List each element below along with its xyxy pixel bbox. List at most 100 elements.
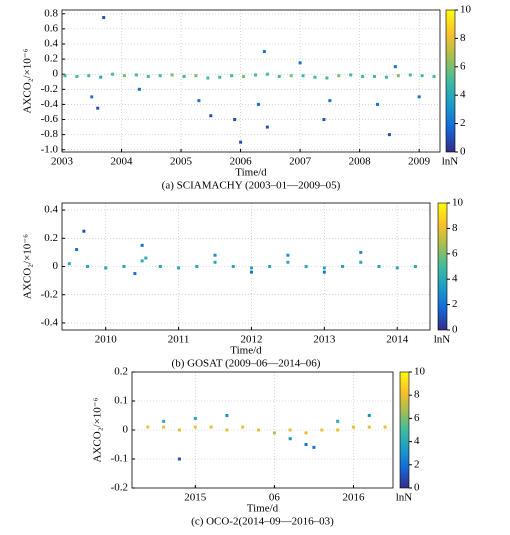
point xyxy=(420,74,424,78)
point xyxy=(158,74,162,78)
point xyxy=(395,266,399,270)
point xyxy=(133,272,137,276)
point xyxy=(301,74,305,78)
x-tick-label: 2012 xyxy=(240,334,262,346)
y-tick-label: 0 xyxy=(53,260,59,272)
point xyxy=(87,74,91,78)
x-tick-label: 2007 xyxy=(289,156,312,168)
colorbar-tick-label: 8 xyxy=(414,389,420,401)
x-tick-label: 2015 xyxy=(184,492,207,504)
point xyxy=(177,457,181,461)
point xyxy=(177,266,181,270)
point xyxy=(193,425,197,429)
point xyxy=(336,419,340,423)
point xyxy=(239,140,243,144)
x-tick-label: 2005 xyxy=(170,156,193,168)
point xyxy=(75,248,79,252)
y-tick-label: 0.2 xyxy=(44,232,58,244)
point xyxy=(322,270,326,274)
point xyxy=(249,270,253,274)
point xyxy=(286,253,290,257)
point xyxy=(337,74,341,78)
point xyxy=(265,125,269,129)
point xyxy=(96,106,100,110)
y-tick-label: -0.6 xyxy=(41,113,59,125)
point xyxy=(177,428,181,432)
colorbar-tick-label: 0 xyxy=(460,146,466,158)
x-axis-label: Time/d xyxy=(247,503,279,515)
y-tick-label: -0.1 xyxy=(111,453,128,465)
y-tick-label: 0 xyxy=(53,68,59,80)
point xyxy=(195,265,199,268)
plot-frame xyxy=(61,9,441,153)
point xyxy=(197,99,201,103)
point xyxy=(262,50,266,54)
point xyxy=(63,74,67,78)
colorbar-tick-label: 8 xyxy=(460,32,466,44)
colorbar xyxy=(445,9,456,153)
point xyxy=(336,428,340,432)
point xyxy=(408,73,412,77)
x-tick-label: 06 xyxy=(269,492,281,504)
colorbar xyxy=(437,202,448,331)
point xyxy=(146,74,150,78)
point xyxy=(75,74,79,78)
point xyxy=(193,416,197,420)
point xyxy=(162,425,166,429)
point xyxy=(99,75,103,79)
plot-area xyxy=(132,372,393,488)
point xyxy=(225,428,229,432)
caption: (a) SCIAMACHY (2003–01—2009–05) xyxy=(162,180,341,192)
point xyxy=(320,428,324,432)
point xyxy=(413,265,417,268)
point xyxy=(328,99,332,103)
point xyxy=(387,133,391,137)
point xyxy=(242,74,246,78)
point xyxy=(256,102,260,106)
point xyxy=(377,265,381,268)
point xyxy=(140,259,144,263)
point xyxy=(373,74,377,78)
colorbar-tick-label: 4 xyxy=(414,435,420,447)
colorbar-label: lnN xyxy=(434,334,451,346)
x-tick-label: 2009 xyxy=(408,156,431,168)
caption: (b) GOSAT (2009–06—2014–06) xyxy=(172,358,321,370)
y-tick-label: -1.0 xyxy=(41,143,59,155)
point xyxy=(213,260,217,264)
x-tick-label: 2010 xyxy=(95,334,118,346)
point xyxy=(349,73,353,77)
point xyxy=(194,74,198,78)
point xyxy=(288,437,292,441)
point xyxy=(123,74,127,78)
point xyxy=(158,265,162,268)
colorbar-tick-label: 2 xyxy=(460,117,466,129)
point xyxy=(313,75,317,79)
point xyxy=(304,431,308,435)
point xyxy=(170,73,174,77)
colorbar-tick-label: 0 xyxy=(414,482,420,494)
point xyxy=(233,118,237,122)
point xyxy=(384,75,388,79)
point xyxy=(206,76,210,80)
point xyxy=(218,75,222,79)
point xyxy=(249,266,253,270)
x-tick-label: 2006 xyxy=(230,156,253,168)
point xyxy=(146,425,150,429)
x-tick-label: 2004 xyxy=(111,156,134,168)
y-tick-label: 0.4 xyxy=(44,204,58,216)
point xyxy=(67,262,71,266)
x-tick-label: 2003 xyxy=(51,156,74,168)
point xyxy=(361,74,365,78)
point xyxy=(231,265,235,268)
plot-frame xyxy=(61,202,431,331)
point xyxy=(122,265,126,268)
point xyxy=(272,431,276,435)
point xyxy=(367,425,371,429)
colorbar-tick-label: 6 xyxy=(452,247,458,259)
x-tick-label: 2008 xyxy=(349,156,372,168)
y-tick-label: -0.2 xyxy=(111,482,128,494)
y-tick-label: 0.2 xyxy=(114,366,128,378)
point xyxy=(241,425,245,429)
y-tick-label: -0.8 xyxy=(41,128,59,140)
point xyxy=(322,266,326,270)
